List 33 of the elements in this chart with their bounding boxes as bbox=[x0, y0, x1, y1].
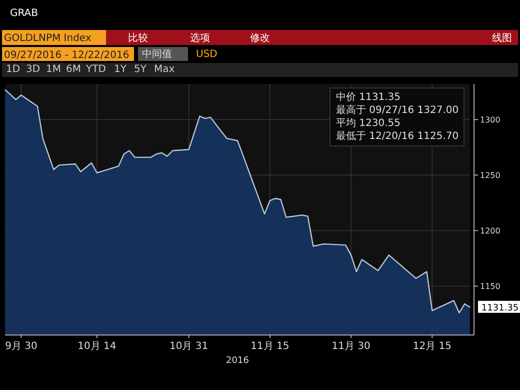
text: 选项 bbox=[190, 32, 210, 44]
text: 5Y bbox=[134, 64, 148, 75]
text: 中间值 bbox=[142, 48, 172, 60]
y-tick-label: 1250 bbox=[480, 171, 500, 180]
x-tick-label: 11月 15 bbox=[250, 341, 290, 352]
x-tick-label: 9月 30 bbox=[5, 341, 38, 352]
chart-subtitle: 09/27/2016 - 12/22/2016 bbox=[4, 50, 130, 61]
annotation: 平均 1230.55 bbox=[336, 117, 401, 129]
x-axis-title: 2016 bbox=[226, 356, 250, 366]
annotation: 最低于 12/20/16 1125.70 bbox=[336, 131, 459, 142]
x-tick-label: 12月 15 bbox=[412, 341, 452, 352]
text: 6M bbox=[66, 64, 81, 75]
annotation: 1131.35 bbox=[481, 303, 519, 314]
chart-title: GOLDLNPM Index bbox=[4, 33, 92, 44]
x-tick-label: 10月 31 bbox=[170, 341, 208, 352]
annotation: 中价 1131.35 bbox=[336, 91, 401, 103]
text: 比较 bbox=[128, 32, 148, 44]
x-tick-label: 10月 14 bbox=[78, 341, 116, 352]
text: 1Y bbox=[114, 64, 128, 75]
text: YTD bbox=[85, 64, 106, 75]
text: USD bbox=[196, 49, 218, 60]
text: 3D bbox=[26, 64, 40, 75]
text: 线图 bbox=[492, 32, 512, 44]
text: 1D bbox=[6, 64, 20, 75]
y-tick-label: 1150 bbox=[480, 282, 500, 292]
text: 修改 bbox=[250, 33, 270, 44]
text: GRAB bbox=[10, 8, 38, 19]
text: 1M bbox=[46, 64, 61, 75]
x-tick-label: 11月 30 bbox=[332, 341, 370, 352]
text: Max bbox=[154, 64, 175, 75]
y-tick-label: 1300 bbox=[480, 116, 500, 125]
annotation: 最高于 09/27/16 1327.00 bbox=[336, 104, 459, 116]
y-tick-label: 1200 bbox=[480, 226, 500, 236]
